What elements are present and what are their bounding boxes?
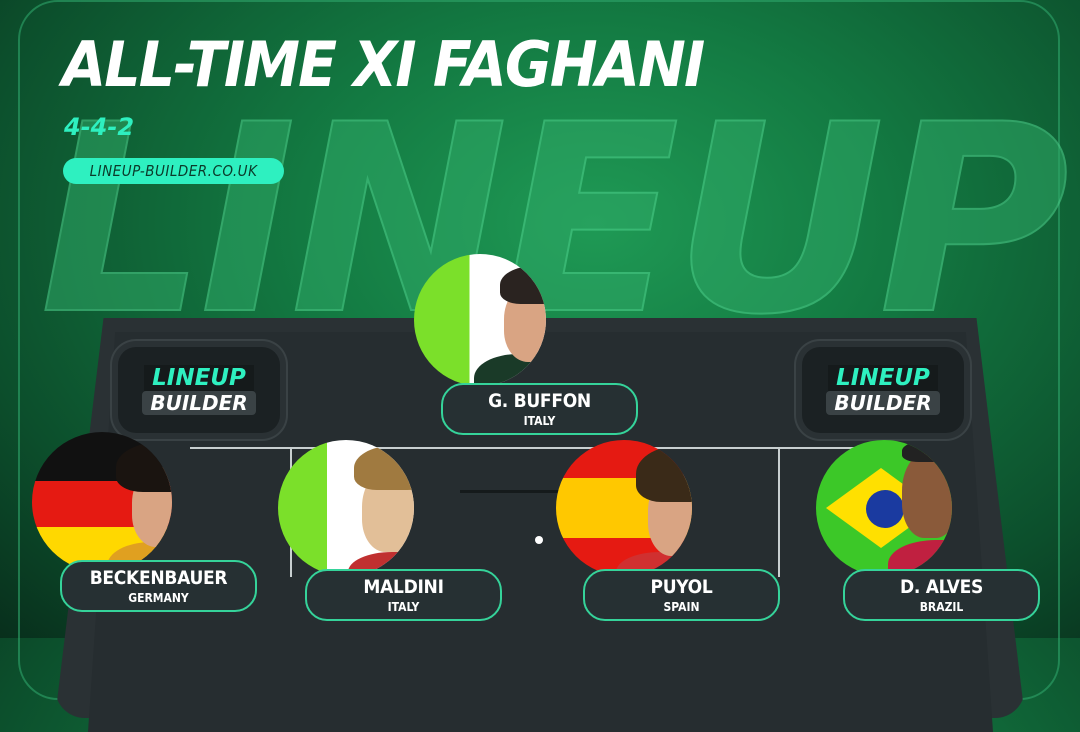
pitch-line bbox=[190, 447, 890, 449]
player-card-beckenbauer[interactable]: BECKENBAUER GERMANY bbox=[60, 560, 257, 612]
logo-text: LINEUP bbox=[144, 365, 254, 391]
page-title: ALL-TIME XI FAGHANI bbox=[62, 28, 705, 101]
player-country: ITALY bbox=[387, 600, 420, 614]
player-country: ITALY bbox=[523, 414, 556, 428]
logo-text: BUILDER bbox=[826, 391, 940, 415]
logo-text: BUILDER bbox=[142, 391, 256, 415]
formation: 4-4-2 bbox=[64, 113, 135, 141]
player-photo-buffon[interactable] bbox=[414, 254, 546, 386]
player-name: MALDINI bbox=[363, 576, 444, 598]
player-card-alves[interactable]: D. ALVES BRAZIL bbox=[843, 569, 1040, 621]
player-name: PUYOL bbox=[650, 576, 713, 598]
player-card-maldini[interactable]: MALDINI ITALY bbox=[305, 569, 502, 621]
player-photo-alves[interactable] bbox=[816, 440, 952, 576]
player-card-puyol[interactable]: PUYOL SPAIN bbox=[583, 569, 780, 621]
player-country: BRAZIL bbox=[919, 600, 964, 614]
lineup-builder-logo: LINEUP BUILDER bbox=[802, 347, 964, 433]
player-photo-maldini[interactable] bbox=[278, 440, 414, 576]
box-line bbox=[778, 447, 780, 577]
logo-text: LINEUP bbox=[828, 365, 938, 391]
player-country: GERMANY bbox=[128, 591, 189, 605]
player-name: BECKENBAUER bbox=[89, 567, 228, 589]
player-photo-beckenbauer[interactable] bbox=[32, 432, 172, 572]
lineup-builder-logo: LINEUP BUILDER bbox=[118, 347, 280, 433]
website-badge[interactable]: LINEUP-BUILDER.CO.UK bbox=[63, 158, 284, 184]
penalty-spot bbox=[535, 536, 543, 544]
player-name: D. ALVES bbox=[900, 576, 983, 598]
player-name: G. BUFFON bbox=[488, 390, 591, 412]
player-card-buffon[interactable]: G. BUFFON ITALY bbox=[441, 383, 638, 435]
penalty-box bbox=[460, 490, 620, 493]
player-photo-puyol[interactable] bbox=[556, 440, 692, 576]
player-country: SPAIN bbox=[663, 600, 700, 614]
